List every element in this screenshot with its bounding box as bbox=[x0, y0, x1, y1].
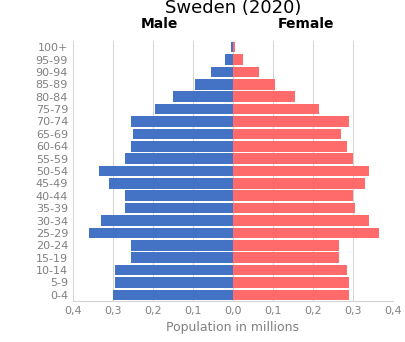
Bar bbox=[131, 116, 233, 127]
Bar bbox=[89, 228, 233, 238]
Bar bbox=[233, 54, 243, 65]
Bar bbox=[233, 153, 353, 164]
Bar bbox=[233, 215, 369, 226]
Bar bbox=[233, 67, 259, 77]
Bar bbox=[125, 190, 233, 201]
Bar bbox=[233, 290, 349, 300]
Bar bbox=[233, 190, 353, 201]
Bar bbox=[233, 116, 349, 127]
Bar bbox=[233, 91, 295, 102]
Bar bbox=[233, 252, 339, 263]
Bar bbox=[133, 129, 233, 139]
Bar bbox=[125, 203, 233, 213]
Bar bbox=[233, 104, 319, 114]
Bar bbox=[115, 265, 233, 275]
Bar bbox=[233, 166, 369, 176]
Bar bbox=[233, 265, 347, 275]
Bar bbox=[101, 215, 233, 226]
Bar bbox=[109, 178, 233, 189]
Bar bbox=[233, 228, 379, 238]
Bar bbox=[125, 153, 233, 164]
Bar bbox=[115, 277, 233, 288]
Bar bbox=[131, 252, 233, 263]
Bar bbox=[131, 141, 233, 152]
Bar bbox=[231, 42, 233, 52]
Text: Female: Female bbox=[278, 17, 335, 31]
Bar bbox=[195, 79, 233, 90]
Bar bbox=[233, 178, 365, 189]
Bar bbox=[233, 277, 349, 288]
Bar bbox=[211, 67, 233, 77]
Bar bbox=[155, 104, 233, 114]
Bar bbox=[233, 203, 355, 213]
Bar bbox=[233, 240, 339, 251]
Bar bbox=[173, 91, 233, 102]
Title: Sweden (2020): Sweden (2020) bbox=[165, 0, 301, 17]
Bar bbox=[233, 42, 235, 52]
Text: Male: Male bbox=[141, 17, 178, 31]
Bar bbox=[233, 79, 275, 90]
X-axis label: Population in millions: Population in millions bbox=[166, 321, 299, 334]
Bar bbox=[113, 290, 233, 300]
Bar bbox=[131, 240, 233, 251]
Bar bbox=[99, 166, 233, 176]
Bar bbox=[233, 141, 347, 152]
Bar bbox=[233, 129, 341, 139]
Bar bbox=[225, 54, 233, 65]
